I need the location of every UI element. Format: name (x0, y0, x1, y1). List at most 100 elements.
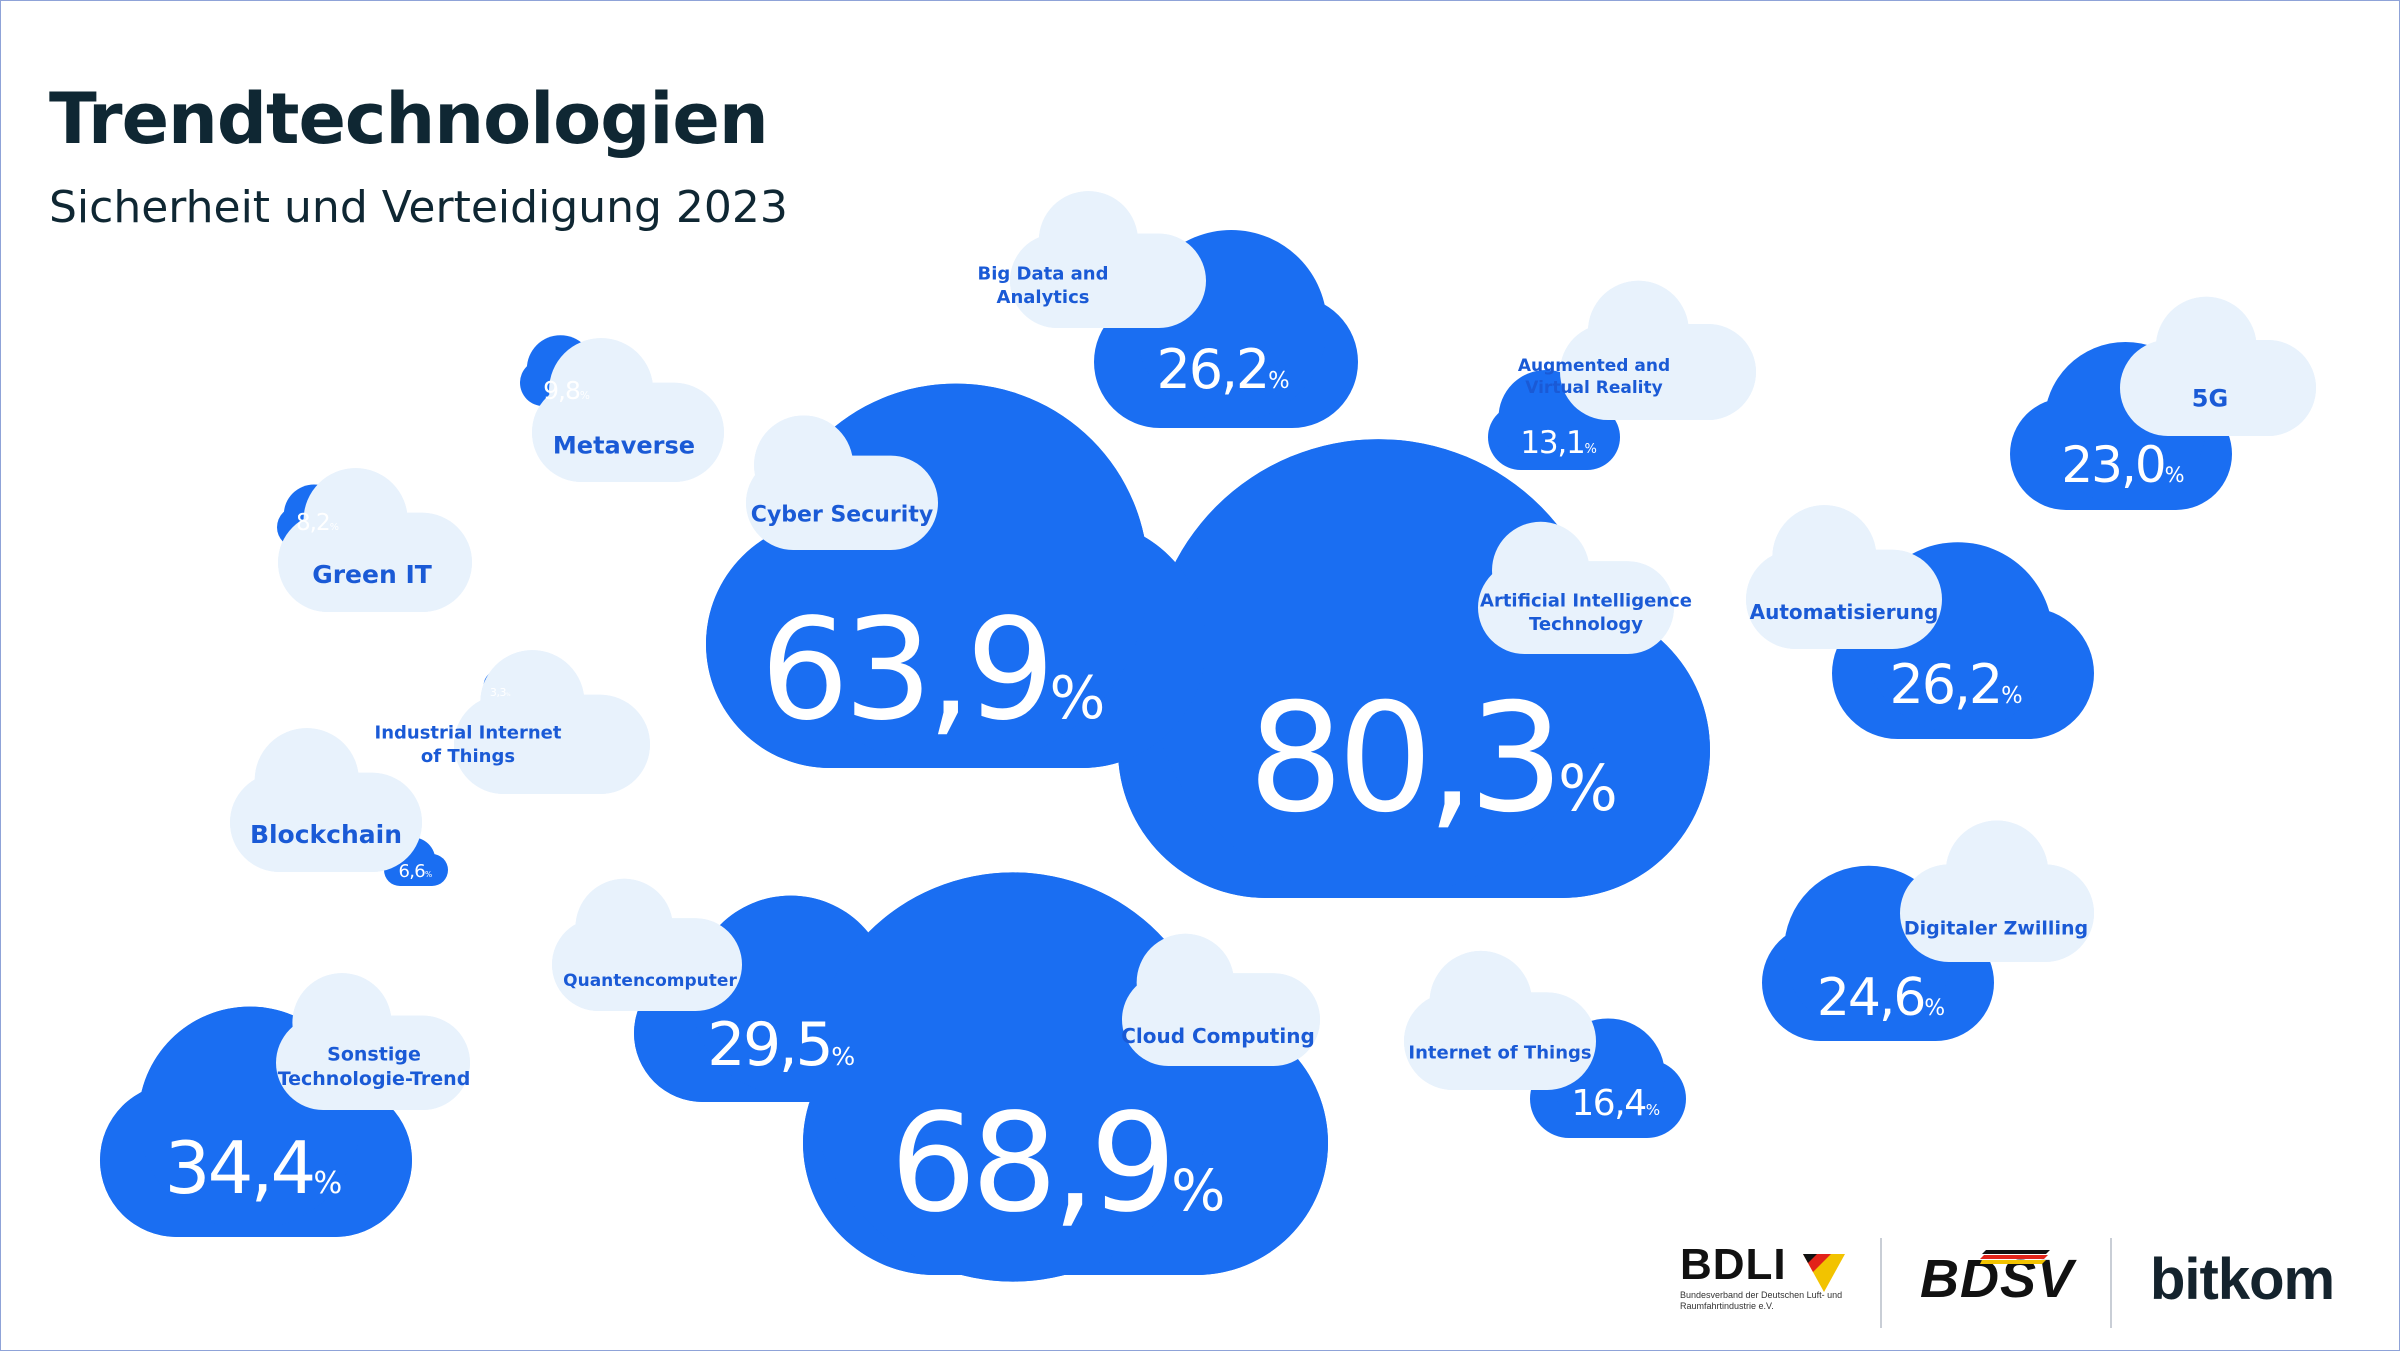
label-cloud-front (1122, 933, 1320, 1066)
category-label-line: Metaverse (553, 431, 695, 459)
category-label: Cyber Security (751, 503, 933, 528)
category-label-line: Green IT (312, 560, 432, 589)
category-label: Quantencomputer (563, 971, 737, 991)
chart-subtitle: Sicherheit und Verteidigung 2023 (49, 182, 788, 233)
category-label-line: Blockchain (250, 820, 402, 849)
bitkom-logo: bitkom (2150, 1247, 2335, 1312)
category-label: Sonstige Technologie-Trend (278, 1043, 471, 1090)
value-number: 63,9 (760, 589, 1049, 752)
label-cloud-front (1010, 191, 1206, 328)
logo-divider (1880, 1238, 1882, 1328)
category-label: Cloud Computing (1121, 1024, 1315, 1048)
category-label-line: Big Data and (978, 264, 1109, 285)
value-label: 34,4% (165, 1126, 342, 1210)
value-unit: % (1268, 368, 1289, 394)
value-label: 68,9% (890, 1085, 1223, 1243)
value-unit: % (831, 1042, 854, 1071)
bdsv-flag-icon (1980, 1250, 2050, 1264)
value-number: 68,9 (890, 1085, 1171, 1243)
category-label-line: Artificial Intelligence (1480, 591, 1692, 612)
value-unit: % (506, 692, 511, 698)
category-label: Digitaler Zwilling (1904, 918, 2088, 940)
category-label-line: Sonstige (327, 1043, 421, 1065)
label-cloud-front (454, 650, 650, 794)
label-cloud-front (278, 468, 472, 612)
value-label: 6,6% (399, 861, 432, 882)
category-label-line: Technology (1529, 614, 1643, 635)
value-unit: % (330, 522, 339, 533)
category-label: Automatisierung (1750, 600, 1939, 624)
category-label: Artificial Intelligence Technology (1480, 591, 1692, 635)
category-label-line: 5G (2192, 384, 2228, 412)
category-label-line: of Things (421, 746, 515, 767)
value-label: 3,3% (490, 686, 511, 699)
bdli-logo: BDLI Bundesverband der Deutschen Luft- u… (1680, 1240, 1860, 1312)
value-label: 24,6% (1817, 968, 1944, 1028)
value-unit: % (2165, 463, 2184, 487)
label-cloud-front (230, 728, 422, 872)
category-label: Big Data and Analytics (978, 264, 1109, 308)
label-cloud-front (276, 973, 470, 1110)
value-cloud-front (803, 872, 1328, 1282)
label-cloud-front (2120, 296, 2316, 436)
category-label-line: Technologie-Trend (278, 1068, 471, 1090)
bdli-flag-icon (1803, 1254, 1845, 1292)
category-label-line: Virtual Reality (1525, 378, 1662, 398)
text-layer: 80,3% Artificial Intelligence Technology 68… (100, 191, 2316, 1282)
category-label-line: Internet of Things (1408, 1042, 1591, 1063)
label-cloud-front (1746, 505, 1942, 649)
value-label: 26,2% (1157, 338, 1290, 401)
value-number: 26,2 (1890, 653, 2002, 716)
value-label: 9,8% (543, 376, 590, 405)
label-cloud-front (1900, 820, 2094, 962)
value-label: 26,2% (1890, 653, 2023, 716)
logo-bar: BDLI Bundesverband der Deutschen Luft- u… (1670, 1230, 2370, 1340)
value-number: 6,6 (399, 861, 426, 882)
category-label-line: Augmented and (1518, 356, 1670, 376)
value-label: 8,2% (296, 510, 339, 536)
value-unit: % (1924, 996, 1944, 1021)
value-number: 8,2 (296, 510, 330, 536)
value-label: 13,1% (1520, 425, 1596, 461)
label-cloud-front (1560, 280, 1756, 420)
value-unit: % (425, 870, 432, 879)
category-label: Industrial Internet of Things (375, 723, 562, 767)
value-unit: % (1584, 442, 1596, 457)
value-label: 63,9% (760, 589, 1102, 752)
category-label-line: Quantencomputer (563, 971, 737, 991)
category-label: Internet of Things (1408, 1042, 1591, 1063)
category-label-line: Cyber Security (751, 503, 933, 528)
value-number: 29,5 (707, 1010, 831, 1080)
category-label-line: Digitaler Zwilling (1904, 918, 2088, 940)
value-unit: % (1050, 663, 1103, 732)
value-unit: % (2001, 683, 2022, 709)
value-label: 29,5% (707, 1010, 854, 1080)
value-unit: % (580, 390, 590, 402)
bdli-logo-subline: Bundesverband der Deutschen Luft- und Ra… (1680, 1290, 1843, 1311)
category-label-line: Cloud Computing (1121, 1024, 1315, 1048)
category-label-line: Automatisierung (1750, 600, 1939, 624)
value-cloud-front (1118, 439, 1710, 898)
bdli-logo-name: BDLI (1680, 1240, 1787, 1289)
category-label: Blockchain (250, 820, 402, 849)
label-cloud-front (1404, 950, 1596, 1090)
value-number: 80,3 (1248, 672, 1558, 846)
value-number: 24,6 (1817, 968, 1924, 1028)
value-number: 16,4 (1571, 1083, 1645, 1124)
value-label: 16,4% (1571, 1083, 1659, 1124)
category-label: 5G (2192, 384, 2228, 412)
category-label-line: Analytics (997, 287, 1090, 308)
value-number: 34,4 (165, 1126, 314, 1210)
category-label: Metaverse (553, 431, 695, 459)
category-label-line: Industrial Internet (375, 723, 562, 744)
value-label: 23,0% (2061, 436, 2183, 494)
label-cloud-front (532, 338, 724, 482)
value-label: 80,3% (1248, 672, 1615, 846)
chart-title: Trendtechnologien (49, 78, 769, 160)
value-number: 9,8 (543, 376, 580, 405)
label-cloud-front (746, 415, 938, 550)
label-cloud-front (1478, 521, 1674, 654)
value-number: 23,0 (2061, 436, 2164, 494)
